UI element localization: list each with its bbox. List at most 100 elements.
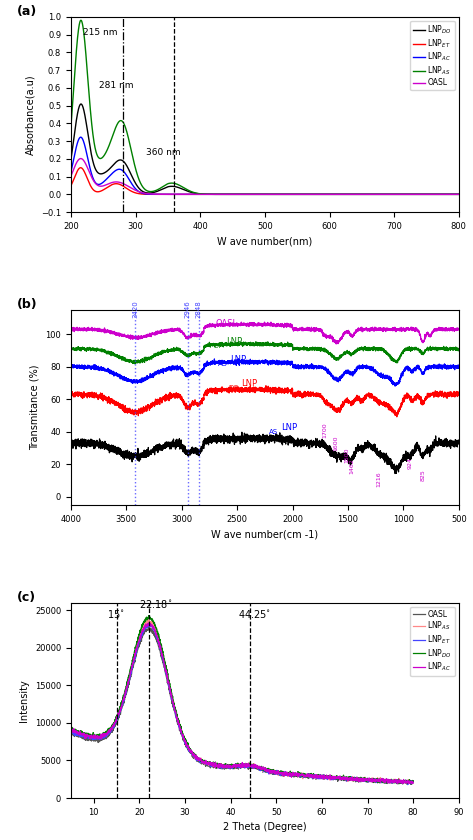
- LNP$_{AC}$: [456, 189, 462, 199]
- LNP$_{AC}$: [246, 189, 252, 199]
- Text: LNP: LNP: [226, 337, 242, 346]
- LNP$_{AS}$: [88, 111, 94, 121]
- LNP$_{DO}$: [401, 778, 406, 788]
- Text: 924: 924: [408, 457, 412, 470]
- OASL: [86, 735, 91, 745]
- OASL: [68, 171, 74, 181]
- LNP$_{ET}$: [401, 777, 406, 787]
- OASL: [401, 777, 406, 787]
- LNP$_{AS}$: [445, 189, 451, 199]
- LNP$_{AC}$: [445, 189, 451, 199]
- LNP$_{AC}$: [226, 762, 231, 772]
- Text: (c): (c): [17, 591, 36, 604]
- Text: 1600: 1600: [333, 436, 338, 451]
- LNP$_{DO}$: [235, 761, 240, 771]
- LNP$_{DO}$: [86, 729, 91, 739]
- LNP$_{AS}$: [257, 189, 263, 199]
- OASL: [88, 171, 94, 181]
- Text: 1216: 1216: [377, 471, 382, 487]
- LNP$_{AC}$: [401, 777, 406, 787]
- LNP$_{ET}$: [257, 189, 263, 199]
- Text: (a): (a): [17, 5, 37, 18]
- LNP$_{DO}$: [338, 774, 343, 784]
- Text: LNP: LNP: [281, 423, 298, 433]
- LNP$_{ET}$: [338, 774, 343, 784]
- LNP$_{DO}$: [445, 189, 450, 199]
- LNP$_{AC}$: [401, 777, 406, 787]
- LNP$_{AC}$: [257, 189, 263, 199]
- LNP$_{AS}$: [86, 731, 91, 741]
- LNP$_{AS}$: [235, 759, 240, 769]
- LNP$_{AC}$: [68, 167, 74, 177]
- Y-axis label: Intensity: Intensity: [19, 679, 29, 722]
- LNP$_{AS}$: [401, 777, 406, 787]
- LNP$_{AS}$: [246, 189, 252, 199]
- Text: 360 nm: 360 nm: [146, 149, 181, 157]
- Line: OASL: OASL: [71, 159, 459, 194]
- LNP$_{ET}$: [445, 189, 450, 199]
- LNP$_{ET}$: [445, 189, 451, 199]
- LNP$_{ET}$: [374, 189, 379, 199]
- OASL: [68, 727, 74, 738]
- Legend: OASL, LNP$_{AS}$, LNP$_{ET}$, LNP$_{DO}$, LNP$_{AC}$: OASL, LNP$_{AS}$, LNP$_{ET}$, LNP$_{DO}$…: [411, 606, 455, 676]
- OASL: [445, 189, 451, 199]
- Text: 2946: 2946: [185, 300, 191, 318]
- X-axis label: W ave number(nm): W ave number(nm): [217, 236, 313, 246]
- Text: 44.25$^{\circ}$: 44.25$^{\circ}$: [237, 607, 270, 620]
- LNP$_{ET}$: [401, 777, 406, 787]
- Line: LNP$_{AC}$: LNP$_{AC}$: [71, 622, 413, 784]
- LNP$_{AS}$: [68, 121, 74, 131]
- LNP$_{ET}$: [68, 727, 74, 738]
- OASL: [411, 776, 416, 786]
- Line: OASL: OASL: [71, 627, 413, 785]
- LNP$_{DO}$: [146, 611, 151, 621]
- Text: (b): (b): [17, 298, 37, 311]
- OASL: [146, 622, 152, 633]
- LNP$_{DO}$: [374, 189, 379, 199]
- OASL: [226, 763, 231, 773]
- OASL: [445, 189, 450, 199]
- LNP$_{ET}$: [68, 181, 74, 191]
- LNP$_{DO}$: [88, 147, 94, 157]
- LNP$_{DO}$: [78, 99, 84, 109]
- LNP$_{DO}$: [68, 155, 74, 165]
- X-axis label: 2 Theta (Degree): 2 Theta (Degree): [223, 822, 307, 832]
- LNP$_{DO}$: [401, 776, 406, 786]
- LNP$_{DO}$: [246, 189, 252, 199]
- Text: DO: DO: [229, 386, 239, 391]
- Text: 825: 825: [420, 469, 425, 480]
- OASL: [78, 154, 84, 164]
- OASL: [374, 189, 379, 199]
- LNP$_{AS}$: [405, 779, 411, 789]
- OASL: [235, 762, 240, 772]
- Text: OASL: OASL: [215, 319, 237, 328]
- LNP$_{AS}$: [445, 189, 450, 199]
- LNP$_{ET}$: [78, 163, 84, 173]
- LNP$_{DO}$: [411, 776, 416, 786]
- Y-axis label: Transmitance (%): Transmitance (%): [30, 365, 40, 450]
- LNP$_{AS}$: [145, 615, 151, 625]
- LNP$_{AC}$: [86, 732, 91, 742]
- Line: LNP$_{ET}$: LNP$_{ET}$: [71, 168, 459, 194]
- LNP$_{ET}$: [405, 780, 411, 790]
- Text: 281 nm: 281 nm: [99, 81, 133, 90]
- Line: LNP$_{DO}$: LNP$_{DO}$: [71, 104, 459, 194]
- OASL: [246, 189, 252, 199]
- LNP$_{AS}$: [68, 725, 74, 735]
- LNP$_{ET}$: [148, 618, 153, 628]
- Line: LNP$_{AS}$: LNP$_{AS}$: [71, 20, 459, 194]
- LNP$_{AS}$: [78, 15, 84, 25]
- LNP$_{DO}$: [445, 189, 451, 199]
- LNP$_{AS}$: [226, 761, 231, 771]
- Text: 2848: 2848: [196, 300, 201, 318]
- LNP$_{AS}$: [401, 777, 406, 787]
- LNP$_{AC}$: [235, 761, 240, 771]
- OASL: [401, 776, 406, 786]
- OASL: [338, 774, 343, 784]
- Text: 1700: 1700: [322, 423, 327, 438]
- OASL: [408, 780, 414, 790]
- LNP$_{AC}$: [78, 132, 84, 142]
- X-axis label: W ave number(cm -1): W ave number(cm -1): [211, 529, 318, 539]
- LNP$_{DO}$: [404, 779, 410, 789]
- Text: 15$^{\circ}$: 15$^{\circ}$: [107, 607, 125, 620]
